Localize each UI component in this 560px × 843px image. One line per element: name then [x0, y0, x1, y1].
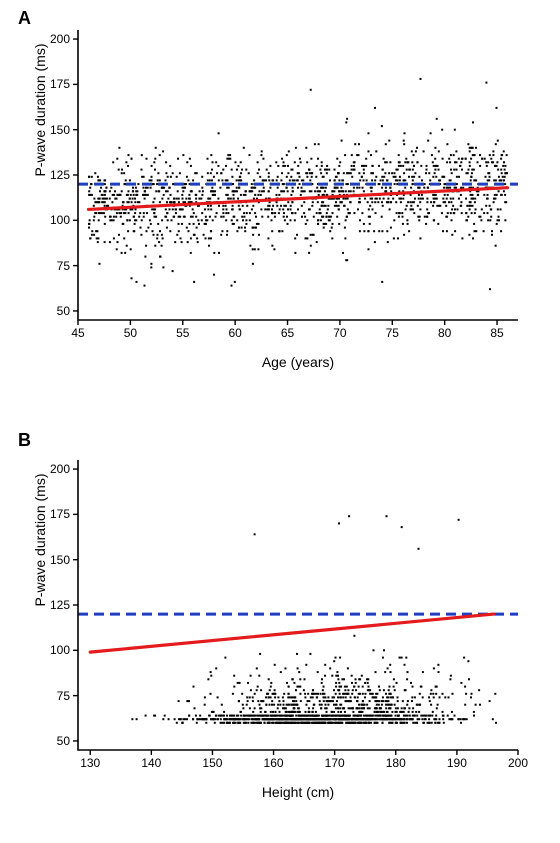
- panel-b-label: B: [18, 430, 31, 451]
- x-tick-label: 140: [141, 756, 161, 770]
- axes: [78, 460, 518, 750]
- y-tick-label: 125: [50, 598, 70, 612]
- y-axis-label: P-wave duration (ms): [32, 0, 48, 255]
- x-tick-label: 85: [490, 326, 503, 340]
- y-tick-label: 125: [50, 168, 70, 182]
- axes: [78, 30, 518, 320]
- x-axis-label: Height (cm): [78, 784, 518, 800]
- panel-a-plot: 4550556065707580855075100125150175200Age…: [78, 30, 518, 320]
- panel-a-label: A: [18, 8, 31, 29]
- y-tick-label: 75: [57, 689, 70, 703]
- y-tick-label: 75: [57, 259, 70, 273]
- panel-b-plot: 1301401501601701801902005075100125150175…: [78, 460, 518, 750]
- x-tick-label: 55: [176, 326, 189, 340]
- x-tick-label: 60: [228, 326, 241, 340]
- x-tick-label: 170: [325, 756, 345, 770]
- x-tick-label: 80: [438, 326, 451, 340]
- y-tick-label: 50: [57, 734, 70, 748]
- y-tick-label: 200: [50, 462, 70, 476]
- y-tick-label: 100: [50, 213, 70, 227]
- trend-line: [88, 188, 507, 210]
- y-tick-label: 100: [50, 643, 70, 657]
- x-tick-label: 50: [124, 326, 137, 340]
- x-tick-label: 160: [264, 756, 284, 770]
- y-axis-label: P-wave duration (ms): [32, 395, 48, 685]
- x-tick-label: 70: [333, 326, 346, 340]
- panel-a-svg: [78, 30, 518, 320]
- x-tick-label: 45: [71, 326, 84, 340]
- panel-b-svg: [78, 460, 518, 750]
- x-tick-label: 180: [386, 756, 406, 770]
- x-axis-label: Age (years): [78, 354, 518, 370]
- y-tick-label: 50: [57, 304, 70, 318]
- x-tick-label: 75: [386, 326, 399, 340]
- y-tick-label: 150: [50, 553, 70, 567]
- y-tick-label: 150: [50, 123, 70, 137]
- x-tick-label: 150: [202, 756, 222, 770]
- trend-line: [90, 614, 493, 652]
- y-tick-label: 175: [50, 507, 70, 521]
- x-tick-label: 190: [447, 756, 467, 770]
- figure: A 4550556065707580855075100125150175200A…: [0, 0, 560, 843]
- x-tick-label: 200: [508, 756, 528, 770]
- y-tick-label: 200: [50, 32, 70, 46]
- x-tick-label: 65: [281, 326, 294, 340]
- y-tick-label: 175: [50, 77, 70, 91]
- x-tick-label: 130: [80, 756, 100, 770]
